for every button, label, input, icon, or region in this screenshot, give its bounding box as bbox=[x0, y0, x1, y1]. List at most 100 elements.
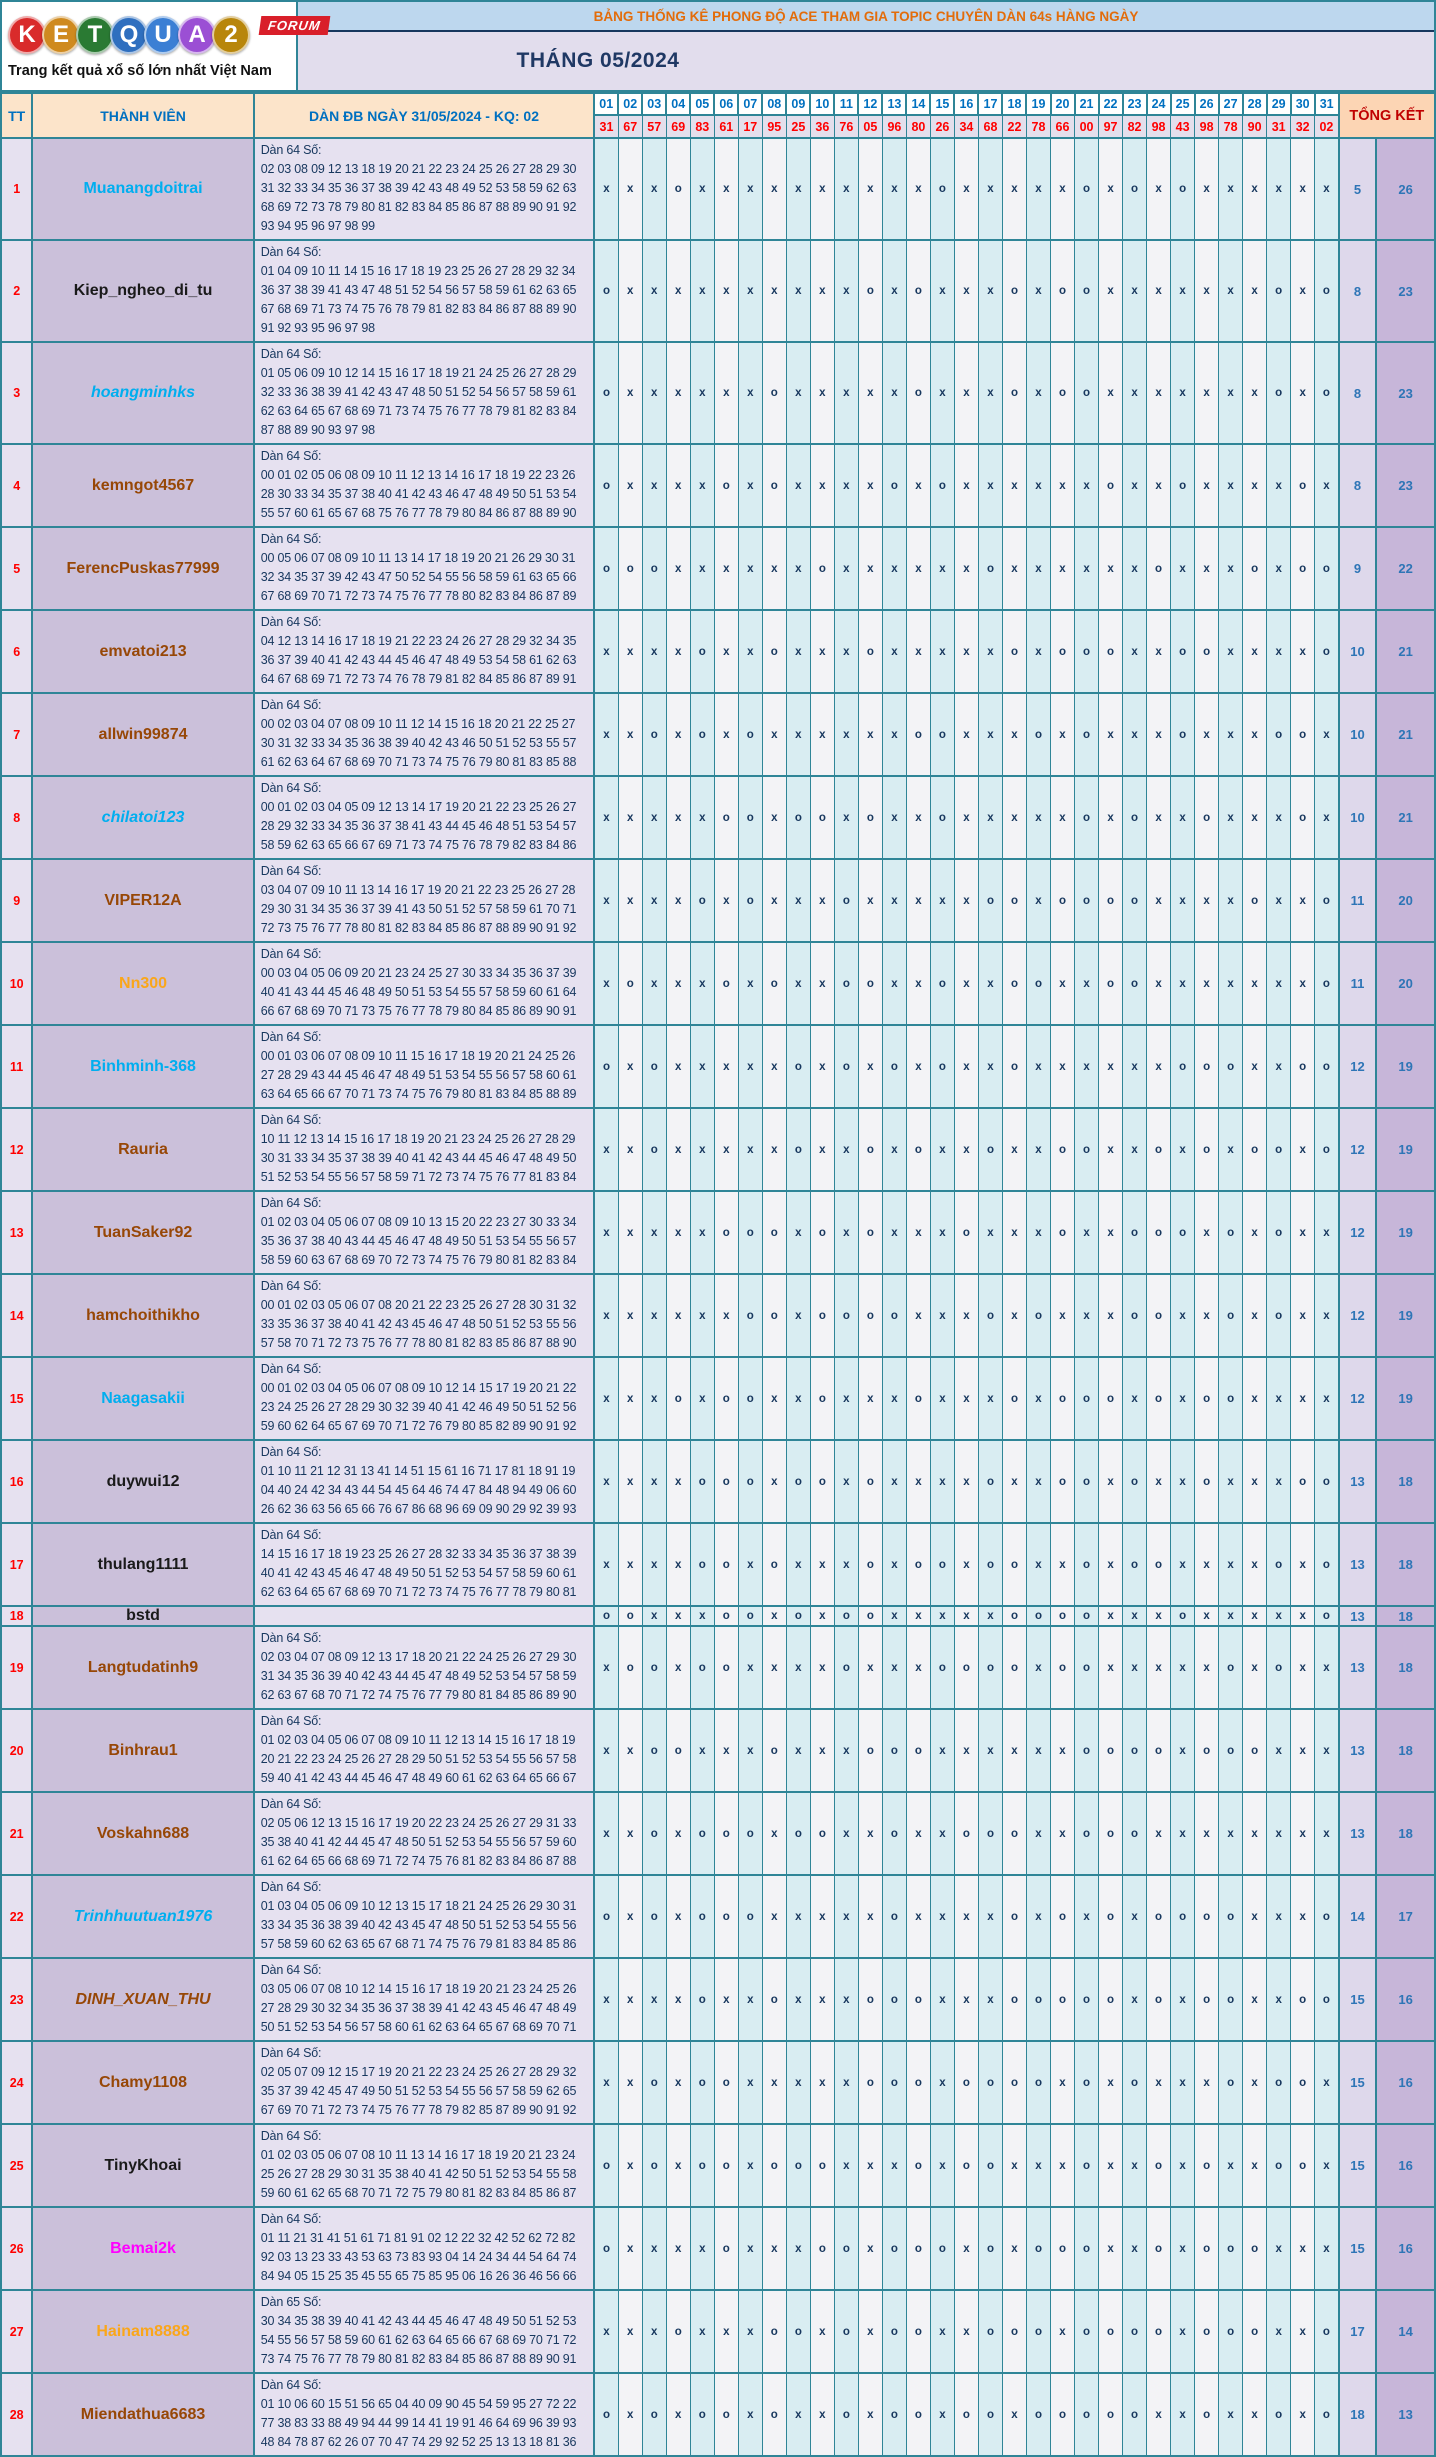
day-mark: x bbox=[737, 2040, 763, 2125]
day-mark: o bbox=[737, 775, 763, 860]
day-mark: x bbox=[881, 1522, 907, 1607]
day-mark: x bbox=[1146, 1439, 1172, 1524]
day-mark: o bbox=[1074, 609, 1100, 694]
day-result: 43 bbox=[1170, 114, 1196, 139]
member-name[interactable]: DINH_XUAN_THU bbox=[75, 1990, 211, 2008]
member-name[interactable]: allwin99874 bbox=[98, 725, 188, 743]
day-mark: x bbox=[1001, 1190, 1027, 1275]
day-mark: o bbox=[1025, 1957, 1052, 2042]
day-mark: x bbox=[1218, 137, 1244, 241]
row-number: 22 bbox=[0, 1874, 34, 1959]
day-mark: x bbox=[1290, 1356, 1316, 1441]
member-name[interactable]: hamchoithikho bbox=[86, 1306, 200, 1324]
total-hit: 22 bbox=[1375, 526, 1436, 611]
day-mark: x bbox=[713, 1107, 739, 1192]
member-name[interactable]: Naagasakii bbox=[101, 1389, 185, 1407]
day-mark: x bbox=[737, 1024, 763, 1109]
day-mark: x bbox=[1025, 341, 1052, 445]
day-mark: x bbox=[1001, 443, 1027, 528]
day-mark: x bbox=[617, 2289, 643, 2374]
member-name[interactable]: Voskahn688 bbox=[96, 1824, 190, 1842]
member-name[interactable]: thulang1111 bbox=[97, 1555, 189, 1573]
member-name[interactable]: VIPER12A bbox=[104, 891, 182, 909]
member-row: 15 Naagasakii Dàn 64 Số: 00 01 02 03 04 05… bbox=[0, 1356, 1436, 1441]
day-mark: x bbox=[833, 2040, 859, 2125]
member-name[interactable]: Miendathua6683 bbox=[80, 2405, 206, 2423]
day-mark: x bbox=[785, 443, 811, 528]
day-mark: o bbox=[1314, 1107, 1340, 1192]
member-name[interactable]: Trinhhuutuan1976 bbox=[73, 1907, 213, 1925]
member-name[interactable]: chilatoi123 bbox=[101, 808, 185, 826]
day-mark: o bbox=[1098, 2372, 1124, 2457]
day-mark: x bbox=[1266, 443, 1292, 528]
member-name[interactable]: Langtudatinh9 bbox=[87, 1658, 199, 1676]
day-mark: o bbox=[1098, 609, 1124, 694]
member-name[interactable]: TinyKhoai bbox=[104, 2156, 182, 2174]
day-mark: o bbox=[1194, 2289, 1220, 2374]
day-mark: o bbox=[905, 1107, 931, 1192]
day-mark: x bbox=[1314, 1190, 1340, 1275]
member-name[interactable]: TuanSaker92 bbox=[93, 1223, 193, 1241]
day-mark: x bbox=[737, 2372, 763, 2457]
day-mark: x bbox=[1290, 2289, 1316, 2374]
total-miss: 11 bbox=[1337, 858, 1378, 943]
day-mark: o bbox=[857, 775, 883, 860]
day-mark: x bbox=[1218, 443, 1244, 528]
total-miss: 13 bbox=[1337, 1439, 1378, 1524]
member-name[interactable]: Binhminh-368 bbox=[90, 1057, 196, 1075]
member-row: 14 hamchoithikho Dàn 64 Số: 00 01 02 03 05… bbox=[0, 1273, 1436, 1358]
member-row: 10 Nn300 Dàn 64 Số: 00 03 04 05 06 09 20 2… bbox=[0, 941, 1436, 1026]
day-result: 98 bbox=[1146, 114, 1172, 139]
member-name[interactable]: Nn300 bbox=[119, 974, 168, 992]
member-name[interactable]: Bemai2k bbox=[110, 2239, 176, 2257]
day-mark: o bbox=[1314, 526, 1340, 611]
day-mark: x bbox=[1025, 609, 1052, 694]
day-mark: x bbox=[1074, 1024, 1100, 1109]
member-name[interactable]: kemngot4567 bbox=[91, 476, 195, 494]
member-row: 12 Rauria Dàn 64 Số: 10 11 12 13 14 15 16 … bbox=[0, 1107, 1436, 1192]
day-mark: o bbox=[1001, 1522, 1027, 1607]
member-name[interactable]: Muanangdoitrai bbox=[83, 180, 203, 197]
member-name[interactable]: emvatoi213 bbox=[99, 642, 187, 660]
day-mark: o bbox=[1194, 1957, 1220, 2042]
day-mark: o bbox=[809, 1439, 835, 1524]
day-mark: o bbox=[1122, 137, 1148, 241]
day-mark: x bbox=[833, 692, 859, 777]
day-mark: x bbox=[857, 1874, 883, 1959]
day-mark: x bbox=[809, 443, 835, 528]
day-mark: x bbox=[617, 1522, 643, 1607]
member-name[interactable]: FerencPuskas77999 bbox=[66, 559, 220, 577]
day-mark: x bbox=[833, 1874, 859, 1959]
day-mark: x bbox=[881, 1190, 907, 1275]
day-mark: x bbox=[1266, 1708, 1292, 1793]
day-mark: x bbox=[617, 858, 643, 943]
row-number: 26 bbox=[0, 2206, 34, 2291]
day-mark: x bbox=[1314, 2206, 1340, 2291]
dan-numbers bbox=[252, 1605, 596, 1627]
day-header: 06 bbox=[713, 92, 740, 116]
day-mark: o bbox=[857, 1708, 883, 1793]
day-header: 18 bbox=[1001, 92, 1028, 116]
row-number: 6 bbox=[0, 609, 34, 694]
member-name[interactable]: Binhrau1 bbox=[108, 1741, 178, 1759]
day-mark: o bbox=[833, 2206, 859, 2291]
day-mark: o bbox=[665, 2289, 691, 2374]
day-mark: x bbox=[1266, 1356, 1292, 1441]
day-mark: x bbox=[1194, 526, 1220, 611]
member-name[interactable]: Kiep_ngheo_di_tu bbox=[73, 282, 213, 299]
day-mark: o bbox=[1001, 1356, 1027, 1441]
day-mark: x bbox=[713, 341, 739, 445]
member-name[interactable]: hoangminhks bbox=[91, 384, 196, 401]
member-name[interactable]: Chamy1108 bbox=[99, 2073, 188, 2091]
day-mark: x bbox=[977, 941, 1003, 1026]
day-mark: x bbox=[1074, 1273, 1100, 1358]
member-name[interactable]: Rauria bbox=[118, 1140, 168, 1158]
member-name[interactable]: bstd bbox=[126, 1607, 160, 1624]
day-mark: x bbox=[1218, 692, 1244, 777]
member-name[interactable]: duywui12 bbox=[106, 1472, 180, 1490]
day-mark: o bbox=[905, 1522, 931, 1607]
day-mark: x bbox=[737, 1625, 763, 1710]
member-name[interactable]: Hainam8888 bbox=[96, 2322, 190, 2340]
